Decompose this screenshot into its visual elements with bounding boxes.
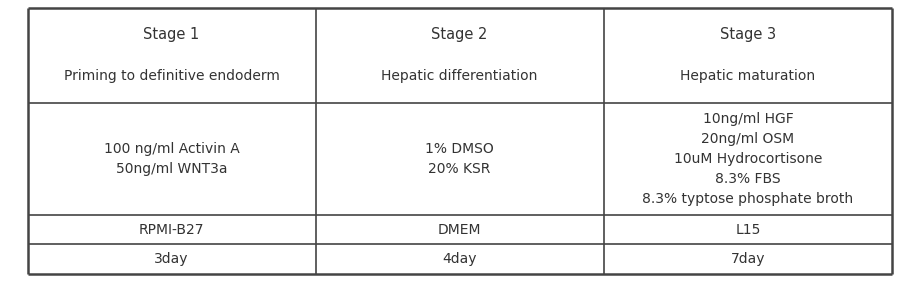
Text: Priming to definitive endoderm: Priming to definitive endoderm xyxy=(63,69,279,83)
Text: 7day: 7day xyxy=(730,252,765,266)
Text: Stage 1: Stage 1 xyxy=(143,27,199,42)
Text: DMEM: DMEM xyxy=(437,223,481,237)
Text: 1% DMSO
20% KSR: 1% DMSO 20% KSR xyxy=(425,142,494,176)
Text: RPMI-B27: RPMI-B27 xyxy=(139,223,204,237)
Text: 4day: 4day xyxy=(442,252,476,266)
Text: Stage 2: Stage 2 xyxy=(431,27,487,42)
Text: Stage 3: Stage 3 xyxy=(720,27,776,42)
Text: 3day: 3day xyxy=(154,252,188,266)
Text: 100 ng/ml Activin A
50ng/ml WNT3a: 100 ng/ml Activin A 50ng/ml WNT3a xyxy=(104,142,239,176)
Text: Hepatic maturation: Hepatic maturation xyxy=(680,69,814,83)
Text: Hepatic differentiation: Hepatic differentiation xyxy=(381,69,538,83)
Text: 10ng/ml HGF
20ng/ml OSM
10uM Hydrocortisone
8.3% FBS
8.3% typtose phosphate brot: 10ng/ml HGF 20ng/ml OSM 10uM Hydrocortis… xyxy=(641,112,853,206)
Text: L15: L15 xyxy=(734,223,760,237)
